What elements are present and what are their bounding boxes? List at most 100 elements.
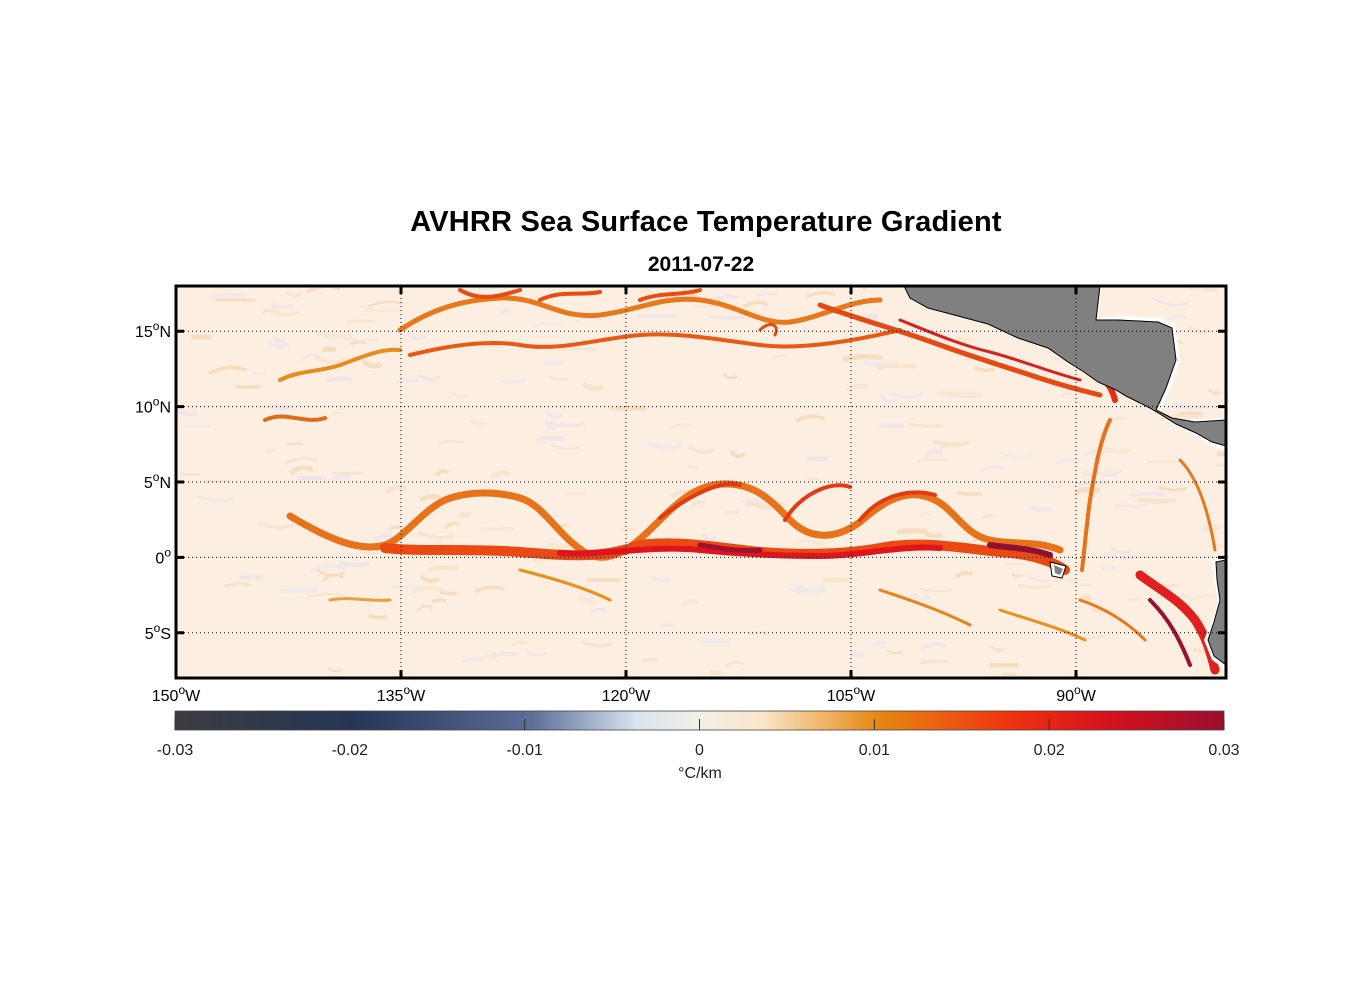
colorbar-ticks: -0.03 -0.02 -0.01 0 0.01 0.02 0.03 <box>157 719 1240 759</box>
texture-stroke <box>544 410 563 419</box>
lon-label: 105oW <box>827 683 876 705</box>
texture-stroke <box>482 652 516 660</box>
texture-stroke <box>197 495 234 502</box>
texture-stroke <box>1216 451 1226 457</box>
texture-stroke <box>416 604 434 613</box>
lat-label: 10oN <box>135 395 171 417</box>
longitude-labels: 150oW 135oW 120oW 105oW 90oW <box>152 683 1097 705</box>
texture-stroke <box>418 494 442 503</box>
texture-stroke <box>544 420 586 428</box>
texture-stroke <box>345 319 374 325</box>
texture-stroke <box>803 326 817 333</box>
texture-stroke <box>313 355 350 365</box>
texture-stroke <box>1207 388 1222 395</box>
texture-stroke <box>1172 402 1210 410</box>
texture-stroke <box>896 528 928 535</box>
texture-stroke <box>321 573 344 582</box>
texture-stroke <box>1129 491 1166 499</box>
texture-stroke <box>689 501 706 508</box>
texture-stroke <box>842 354 883 363</box>
texture-stroke <box>906 421 944 428</box>
texture-stroke <box>1215 463 1226 468</box>
texture-stroke <box>1146 460 1183 464</box>
lat-label: 15oN <box>135 319 171 341</box>
texture-stroke <box>956 491 983 496</box>
texture-stroke <box>179 472 201 477</box>
texture-stroke <box>791 539 817 546</box>
texture-stroke <box>176 407 199 417</box>
texture-stroke <box>707 315 745 320</box>
texture-stroke <box>439 590 458 596</box>
texture-stroke <box>911 591 931 601</box>
texture-stroke <box>273 336 287 344</box>
texture-stroke <box>1052 577 1084 582</box>
latitude-labels: 15oN 10oN 5oN 0o 5oS <box>135 319 171 643</box>
texture-stroke <box>460 656 486 665</box>
texture-stroke <box>449 391 470 399</box>
texture-stroke <box>1046 481 1063 489</box>
texture-stroke <box>700 532 718 541</box>
texture-stroke <box>183 425 211 429</box>
texture-stroke <box>973 366 996 373</box>
texture-stroke <box>580 639 613 648</box>
texture-stroke <box>772 353 786 360</box>
texture-stroke <box>680 598 700 608</box>
texture-stroke <box>224 581 251 589</box>
texture-stroke <box>532 322 564 329</box>
lon-label: 90oW <box>1056 683 1096 705</box>
colorbar-tick-label: 0.01 <box>859 742 890 759</box>
texture-stroke <box>1030 504 1052 512</box>
texture-stroke <box>638 313 678 319</box>
texture-stroke <box>208 292 248 300</box>
lon-label: 120oW <box>602 683 651 705</box>
texture-stroke <box>615 329 644 335</box>
texture-stroke <box>729 449 746 459</box>
plot-subtitle: 2011-07-22 <box>647 253 755 276</box>
texture-stroke <box>337 560 370 568</box>
texture-stroke <box>284 290 302 298</box>
texture-stroke <box>359 548 380 556</box>
texture-stroke <box>1103 468 1122 474</box>
texture-stroke <box>1103 551 1137 559</box>
texture-stroke <box>955 335 976 344</box>
texture-stroke <box>845 383 870 393</box>
texture-stroke <box>511 641 528 647</box>
texture-stroke <box>642 657 659 663</box>
texture-stroke <box>257 520 295 530</box>
texture-stroke <box>431 598 447 604</box>
colorbar-tick-label: -0.02 <box>332 742 369 759</box>
texture-stroke <box>330 474 351 483</box>
texture-stroke <box>639 288 652 294</box>
texture-stroke <box>532 558 545 565</box>
land-mass <box>900 286 1226 670</box>
texture-stroke <box>262 307 301 316</box>
texture-stroke <box>1202 524 1222 533</box>
texture-stroke <box>490 470 512 480</box>
texture-stroke <box>329 411 345 417</box>
texture-stroke <box>283 456 318 466</box>
plot-title: AVHRR Sea Surface Temperature Gradient <box>410 206 1002 238</box>
texture-stroke <box>285 442 303 446</box>
texture-stroke <box>1171 413 1203 418</box>
texture-stroke <box>871 640 888 648</box>
texture-stroke <box>1024 574 1064 583</box>
texture-stroke <box>1121 501 1149 508</box>
texture-stroke <box>524 649 548 657</box>
texture-stroke <box>954 571 974 579</box>
texture-stroke <box>878 423 905 429</box>
texture-stroke <box>349 339 367 346</box>
texture-stroke <box>536 435 565 443</box>
texture-stroke <box>886 649 903 655</box>
texture-stroke <box>427 565 458 572</box>
lat-label: 0o <box>155 545 171 567</box>
texture-stroke <box>1061 392 1074 397</box>
texture-stroke <box>316 330 353 339</box>
texture-stroke <box>473 585 506 594</box>
texture-stroke <box>757 292 779 297</box>
colorbar-tick-label: 0.02 <box>1034 742 1065 759</box>
texture-stroke <box>980 513 997 521</box>
texture-stroke <box>267 403 293 411</box>
texture-stroke <box>344 337 379 342</box>
texture-stroke <box>823 576 854 583</box>
map-grid <box>176 286 1226 678</box>
